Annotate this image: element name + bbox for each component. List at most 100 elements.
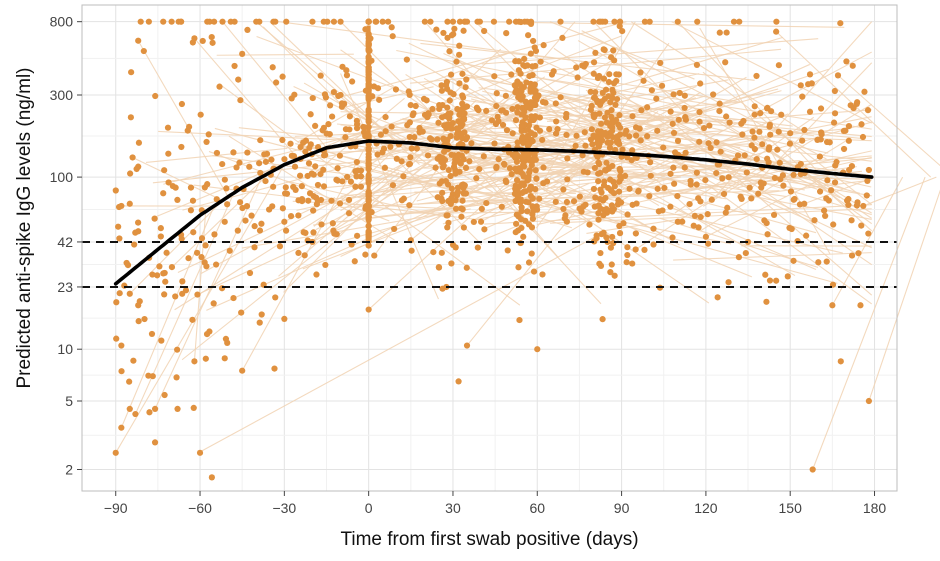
data-point: [379, 149, 386, 156]
data-point: [239, 50, 246, 57]
data-point: [156, 263, 163, 270]
data-point: [552, 130, 560, 137]
data-point: [160, 270, 167, 277]
data-point: [697, 213, 704, 221]
trajectory-line: [132, 156, 223, 201]
data-point: [517, 199, 524, 206]
data-point: [446, 97, 453, 104]
data-point: [536, 195, 543, 202]
data-point: [522, 114, 529, 121]
data-point: [606, 71, 613, 78]
trajectory-line: [291, 100, 536, 160]
data-point: [749, 128, 756, 135]
data-point: [623, 259, 630, 266]
data-point: [611, 57, 618, 64]
data-point: [563, 131, 570, 139]
data-point: [598, 189, 605, 196]
data-point: [313, 201, 320, 208]
data-point: [198, 235, 206, 242]
data-point: [786, 140, 794, 147]
data-point: [474, 18, 481, 25]
data-point: [498, 203, 505, 210]
data-point: [602, 167, 609, 174]
data-point: [251, 223, 258, 230]
data-point: [702, 233, 709, 240]
data-point: [365, 82, 372, 89]
data-point: [523, 79, 530, 86]
data-point: [162, 278, 169, 285]
data-point: [821, 207, 828, 214]
data-point: [452, 205, 460, 212]
data-point: [693, 181, 700, 188]
data-point: [262, 158, 269, 165]
data-point: [123, 259, 130, 267]
data-point: [579, 152, 586, 159]
data-point: [321, 152, 328, 159]
data-point: [738, 195, 745, 203]
data-point: [365, 190, 372, 197]
data-point: [291, 163, 299, 170]
data-point: [276, 243, 284, 250]
data-point: [532, 47, 540, 55]
data-point: [461, 110, 468, 117]
data-point: [381, 164, 389, 171]
data-point: [594, 153, 601, 160]
data-point: [797, 171, 804, 178]
data-point: [450, 163, 458, 171]
data-point: [219, 18, 226, 25]
data-point: [582, 201, 589, 208]
data-point: [863, 192, 870, 199]
data-point: [753, 72, 760, 80]
trajectory-line: [757, 179, 872, 195]
data-point: [393, 155, 400, 162]
data-point: [189, 197, 197, 204]
data-point: [308, 170, 315, 177]
trajectory-line: [255, 21, 398, 143]
data-point: [529, 63, 536, 70]
data-point: [447, 89, 454, 96]
data-point: [448, 151, 455, 158]
data-point: [799, 137, 806, 144]
data-point: [816, 188, 824, 195]
data-point: [599, 316, 606, 323]
data-point: [118, 202, 125, 210]
data-point: [203, 138, 210, 146]
data-point: [405, 88, 412, 95]
data-point: [343, 67, 350, 74]
data-point: [755, 190, 762, 197]
data-point: [593, 97, 601, 104]
data-point: [848, 217, 855, 224]
trajectory-line: [424, 21, 538, 151]
data-point: [600, 212, 607, 219]
data-point: [603, 159, 610, 166]
data-point: [686, 200, 693, 208]
data-point: [572, 142, 579, 149]
data-point: [430, 248, 437, 256]
data-point: [405, 161, 413, 168]
data-point: [257, 137, 264, 144]
data-point: [691, 212, 698, 220]
data-point: [406, 133, 413, 141]
data-point: [388, 123, 395, 130]
data-point: [168, 18, 175, 25]
data-point: [345, 210, 353, 217]
data-point: [773, 277, 780, 284]
data-point: [433, 26, 440, 33]
data-point: [223, 185, 230, 192]
y-tick-label: 23: [57, 279, 73, 295]
data-point: [528, 113, 535, 120]
data-point: [365, 67, 372, 75]
data-point: [365, 35, 372, 42]
data-point: [126, 200, 133, 207]
data-point: [421, 18, 428, 25]
data-point: [539, 136, 546, 144]
data-point: [644, 133, 651, 140]
trajectory-line: [534, 56, 841, 199]
data-point: [190, 404, 197, 411]
data-point: [610, 118, 618, 125]
data-point: [206, 18, 213, 25]
data-point: [605, 93, 612, 100]
data-point: [529, 203, 536, 210]
trajectory-line: [536, 150, 872, 226]
data-point: [524, 208, 531, 215]
